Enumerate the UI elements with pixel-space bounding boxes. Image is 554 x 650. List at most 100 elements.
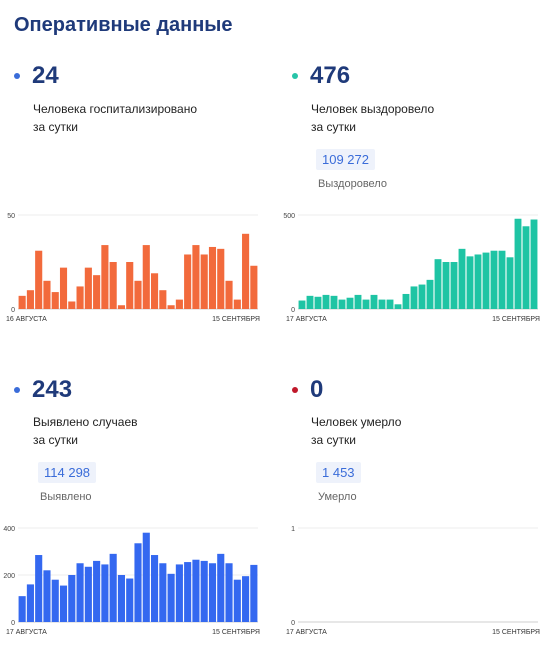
bar [192, 245, 200, 309]
x-end-label: 15 СЕНТЯБРЯ [212, 629, 260, 636]
bar [184, 254, 192, 309]
bar [59, 267, 68, 309]
cases-total: 114 298 [38, 462, 97, 483]
bar [450, 262, 458, 309]
bar [26, 584, 34, 622]
bar [354, 294, 362, 309]
cases-label: Выявлено случаев за сутки [33, 415, 138, 447]
bar [330, 295, 338, 309]
x-end-label: 15 СЕНТЯБРЯ [212, 316, 260, 323]
bar [233, 299, 241, 309]
bar [117, 305, 126, 309]
bar [167, 573, 175, 622]
cases-dot [14, 387, 20, 393]
bar [370, 294, 378, 309]
bar [117, 575, 126, 622]
bar [418, 284, 426, 309]
bar [167, 305, 175, 309]
hospitalized-label: Человека госпитализировано за сутки [33, 102, 198, 134]
hospitalized-value: 24 [32, 62, 59, 89]
bar [68, 301, 76, 309]
bar [26, 290, 34, 309]
bar [250, 265, 258, 309]
bar [101, 564, 109, 622]
bar [109, 262, 117, 309]
bar [51, 579, 59, 622]
bar [442, 262, 450, 309]
bar [217, 553, 225, 622]
deaths-dot [292, 387, 298, 393]
bar [150, 555, 159, 622]
bar [482, 252, 490, 309]
y-tick-label: 0 [11, 620, 15, 627]
bar [306, 295, 314, 309]
y-tick-label: 0 [11, 307, 15, 314]
bar [159, 290, 167, 309]
bar [35, 555, 43, 622]
bar [68, 575, 76, 622]
bar [434, 259, 442, 309]
bar [84, 267, 92, 309]
bar [410, 286, 418, 309]
x-end-label: 15 СЕНТЯБРЯ [492, 629, 540, 636]
cases-value: 243 [32, 376, 73, 403]
bar [43, 570, 51, 622]
bar [175, 299, 183, 309]
bar [93, 275, 101, 309]
deaths-value: 0 [310, 376, 324, 403]
bar [76, 286, 84, 309]
bar [514, 218, 522, 309]
y-tick-label: 0 [291, 620, 295, 627]
recovered-total: 109 272 [316, 149, 375, 170]
bar [506, 257, 514, 309]
bar [250, 564, 258, 622]
deaths-label: Человек умерло за сутки [311, 415, 402, 447]
bar [43, 280, 51, 309]
bar [242, 233, 250, 309]
bar [150, 273, 159, 309]
y-tick-label: 400 [3, 526, 15, 533]
hospitalized-chart: 0 50 16 АВГУСТА 15 СЕНТЯБРЯ [6, 213, 260, 323]
deaths-total-caption: Умерло [318, 491, 357, 503]
bar [314, 296, 322, 309]
x-end-label: 15 СЕНТЯБРЯ [492, 316, 540, 323]
bar [175, 564, 183, 622]
bar [35, 250, 43, 309]
bar [225, 280, 233, 309]
bar [51, 292, 59, 309]
y-tick-label: 500 [283, 213, 295, 220]
bar [242, 576, 250, 622]
bar [522, 226, 530, 309]
bar [217, 248, 225, 309]
bar [184, 562, 192, 622]
bar [192, 559, 200, 622]
bar [233, 579, 241, 622]
deaths-chart: 0 1 17 АВГУСТА 15 СЕНТЯБРЯ [286, 526, 540, 636]
recovered-value: 476 [310, 62, 351, 89]
bar [159, 563, 167, 622]
bar [466, 256, 474, 309]
bar [394, 304, 402, 309]
y-tick-label: 0 [291, 307, 295, 314]
bar [498, 250, 506, 309]
bar [322, 294, 330, 309]
recovered-dot [292, 73, 298, 79]
recovered-total-caption: Выздоровело [318, 178, 387, 190]
cases-total-caption: Выявлено [40, 491, 92, 503]
bar [101, 245, 109, 309]
y-tick-label: 50 [7, 213, 15, 220]
bar [109, 553, 117, 622]
bar [126, 262, 134, 309]
bar [346, 297, 354, 309]
bar [225, 563, 233, 622]
x-start-label: 16 АВГУСТА [6, 316, 47, 323]
recovered-stat: 476 [292, 62, 350, 90]
bar [142, 532, 150, 622]
x-start-label: 17 АВГУСТА [6, 629, 47, 636]
y-tick-label: 1 [291, 526, 295, 533]
bar [474, 254, 482, 309]
bar [362, 299, 370, 309]
bar [59, 585, 68, 622]
bar [200, 560, 208, 622]
bar [378, 299, 386, 309]
